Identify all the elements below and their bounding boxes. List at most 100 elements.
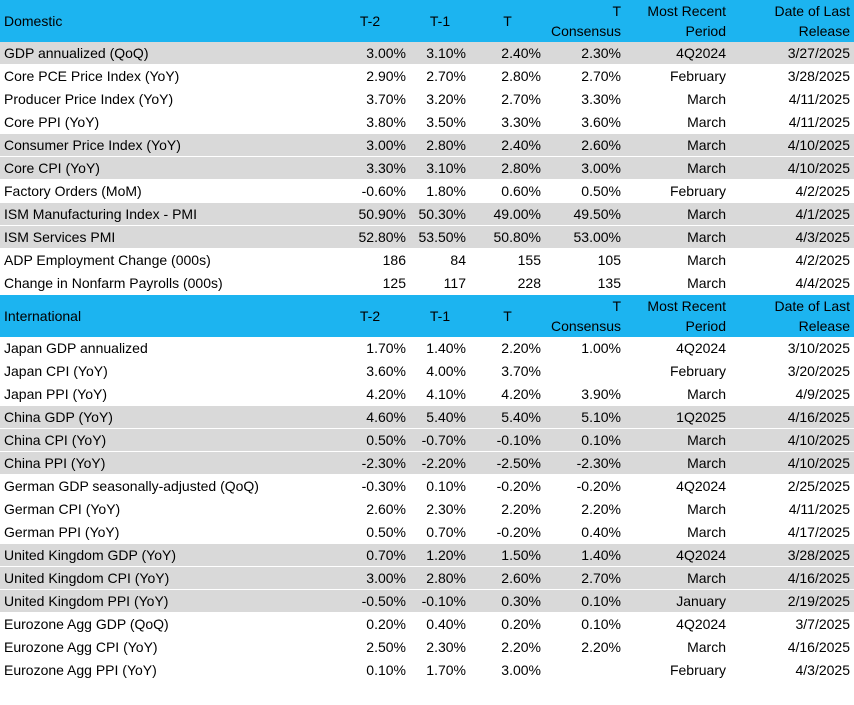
- cell: March: [625, 382, 730, 406]
- data-row: Factory Orders (MoM) -0.60% 1.80% 0.60% 0.50…: [0, 179, 854, 203]
- cell: 2.20%: [470, 337, 545, 360]
- cell: 4/2/2025: [730, 248, 854, 272]
- cell: 5.40%: [410, 405, 470, 429]
- cell: 3.10%: [410, 42, 470, 65]
- cell: 0.60%: [470, 179, 545, 203]
- cell: 4/3/2025: [730, 658, 854, 682]
- header-cell: Date of Last Release: [730, 294, 854, 337]
- header-cell: T Consensus: [545, 294, 625, 337]
- cell: February: [625, 658, 730, 682]
- cell: 52.80%: [330, 225, 410, 249]
- cell: 105: [545, 248, 625, 272]
- row-label: German PPI (YoY): [0, 520, 330, 544]
- data-row: United Kingdom GDP (YoY) 0.70% 1.20% 1.50% 1…: [0, 543, 854, 567]
- cell: March: [625, 156, 730, 180]
- data-row: ISM Manufacturing Index - PMI 50.90% 50.30…: [0, 202, 854, 226]
- cell: 3/10/2025: [730, 337, 854, 360]
- cell: March: [625, 133, 730, 157]
- cell: 4.00%: [410, 359, 470, 383]
- data-row: Core PPI (YoY) 3.80% 3.50% 3.30% 3.60% March 4…: [0, 110, 854, 134]
- cell: 2.30%: [545, 42, 625, 65]
- cell: March: [625, 202, 730, 226]
- cell: 1.70%: [330, 337, 410, 360]
- row-label: Core PCE Price Index (YoY): [0, 64, 330, 88]
- cell: March: [625, 497, 730, 521]
- cell: -0.10%: [410, 589, 470, 613]
- cell: 2.60%: [330, 497, 410, 521]
- row-label: German GDP seasonally-adjusted (QoQ): [0, 474, 330, 498]
- cell: 4/11/2025: [730, 110, 854, 134]
- cell: -2.50%: [470, 451, 545, 475]
- cell: 49.00%: [470, 202, 545, 226]
- cell: March: [625, 520, 730, 544]
- row-label: United Kingdom CPI (YoY): [0, 566, 330, 590]
- cell: 4/2/2025: [730, 179, 854, 203]
- cell: 1.40%: [410, 337, 470, 360]
- cell: 2.30%: [410, 635, 470, 659]
- cell: -0.20%: [470, 474, 545, 498]
- data-row: ADP Employment Change (000s) 186 84 155 105 M…: [0, 248, 854, 272]
- data-row: China PPI (YoY) -2.30% -2.20% -2.50% -2.30% M…: [0, 451, 854, 475]
- cell: 0.70%: [410, 520, 470, 544]
- cell: -2.30%: [330, 451, 410, 475]
- cell: 0.20%: [470, 612, 545, 636]
- cell: 5.40%: [470, 405, 545, 429]
- data-row: Core CPI (YoY) 3.30% 3.10% 2.80% 3.00% March 4…: [0, 156, 854, 180]
- cell: 4.60%: [330, 405, 410, 429]
- row-label: GDP annualized (QoQ): [0, 42, 330, 65]
- cell: 3.50%: [410, 110, 470, 134]
- cell: 3.30%: [545, 87, 625, 111]
- cell: 3/28/2025: [730, 543, 854, 567]
- header-cell: T-2: [330, 0, 410, 42]
- cell: 3.70%: [330, 87, 410, 111]
- cell: -2.30%: [545, 451, 625, 475]
- cell: March: [625, 271, 730, 295]
- cell: 3.30%: [470, 110, 545, 134]
- data-table: Domestic T-2 T-1 T T Consensus Most Recent Pe…: [0, 0, 854, 682]
- cell: 2.20%: [545, 635, 625, 659]
- cell: 4Q2024: [625, 337, 730, 360]
- cell: 4Q2024: [625, 42, 730, 65]
- cell: 53.00%: [545, 225, 625, 249]
- cell: 4/10/2025: [730, 156, 854, 180]
- cell: 4/3/2025: [730, 225, 854, 249]
- cell: 2.60%: [470, 566, 545, 590]
- header-cell: Most Recent Period: [625, 0, 730, 42]
- row-label: China CPI (YoY): [0, 428, 330, 452]
- row-label: Change in Nonfarm Payrolls (000s): [0, 271, 330, 295]
- cell: 50.80%: [470, 225, 545, 249]
- row-label: China GDP (YoY): [0, 405, 330, 429]
- cell: 1.80%: [410, 179, 470, 203]
- cell: 4.20%: [470, 382, 545, 406]
- data-row: Eurozone Agg CPI (YoY) 2.50% 2.30% 2.20% 2.2…: [0, 635, 854, 659]
- cell: 155: [470, 248, 545, 272]
- row-label: Core CPI (YoY): [0, 156, 330, 180]
- cell: 4/16/2025: [730, 566, 854, 590]
- data-row: German PPI (YoY) 0.50% 0.70% -0.20% 0.40% Mar…: [0, 520, 854, 544]
- cell: March: [625, 225, 730, 249]
- cell: -0.20%: [470, 520, 545, 544]
- cell: 1.20%: [410, 543, 470, 567]
- cell: 1Q2025: [625, 405, 730, 429]
- data-row: German GDP seasonally-adjusted (QoQ) -0.3…: [0, 474, 854, 498]
- cell: 125: [330, 271, 410, 295]
- cell: 2/25/2025: [730, 474, 854, 498]
- data-row: Eurozone Agg PPI (YoY) 0.10% 1.70% 3.00% Feb…: [0, 658, 854, 682]
- data-row: Producer Price Index (YoY) 3.70% 3.20% 2.70…: [0, 87, 854, 111]
- row-label: Eurozone Agg CPI (YoY): [0, 635, 330, 659]
- cell: 2.80%: [470, 64, 545, 88]
- data-row: Change in Nonfarm Payrolls (000s) 125 117 2…: [0, 271, 854, 295]
- cell: 4/4/2025: [730, 271, 854, 295]
- cell: 5.10%: [545, 405, 625, 429]
- row-label: Producer Price Index (YoY): [0, 87, 330, 111]
- header-cell: Domestic: [0, 0, 330, 42]
- row-label: German CPI (YoY): [0, 497, 330, 521]
- cell: 50.30%: [410, 202, 470, 226]
- cell: 1.00%: [545, 337, 625, 360]
- cell: 0.10%: [545, 428, 625, 452]
- cell: -0.50%: [330, 589, 410, 613]
- cell: 117: [410, 271, 470, 295]
- data-row: ISM Services PMI 52.80% 53.50% 50.80% 53.00%…: [0, 225, 854, 249]
- cell: 50.90%: [330, 202, 410, 226]
- cell: 2.30%: [410, 497, 470, 521]
